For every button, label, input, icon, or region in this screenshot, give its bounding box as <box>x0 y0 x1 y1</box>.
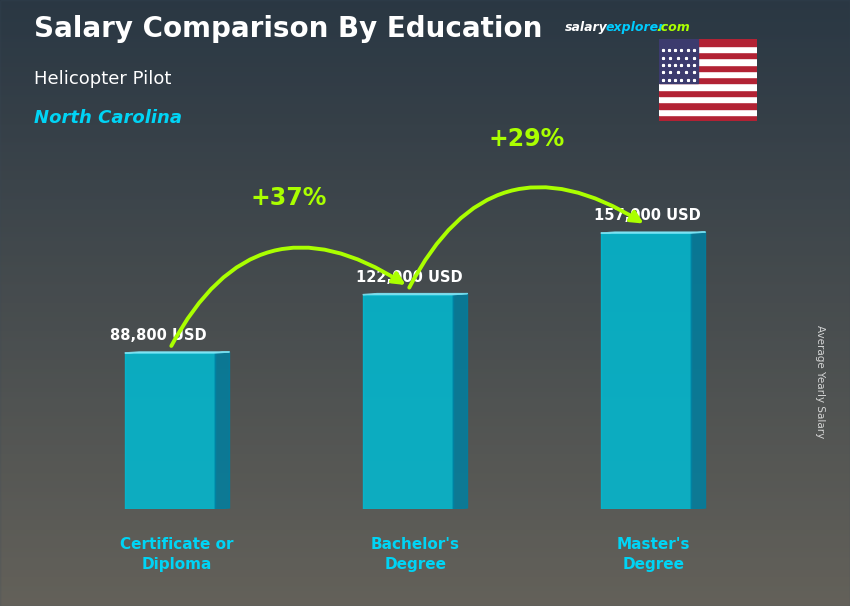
Polygon shape <box>363 293 468 295</box>
Polygon shape <box>691 232 706 509</box>
Text: +37%: +37% <box>251 185 327 210</box>
Text: 88,800 USD: 88,800 USD <box>110 328 207 343</box>
Polygon shape <box>601 233 691 509</box>
Polygon shape <box>125 353 215 509</box>
Bar <box>659 77 756 84</box>
Polygon shape <box>215 352 230 509</box>
Bar <box>659 96 756 102</box>
Polygon shape <box>601 232 705 233</box>
Polygon shape <box>125 352 230 353</box>
Bar <box>659 84 756 90</box>
Bar <box>659 45 756 52</box>
Bar <box>659 108 756 115</box>
Bar <box>659 71 756 77</box>
Bar <box>659 65 756 71</box>
Text: 157,000 USD: 157,000 USD <box>593 208 700 223</box>
Text: Average Yearly Salary: Average Yearly Salary <box>815 325 825 438</box>
Bar <box>659 52 756 58</box>
Text: Helicopter Pilot: Helicopter Pilot <box>34 70 172 88</box>
Polygon shape <box>363 295 453 509</box>
Text: North Carolina: North Carolina <box>34 109 182 127</box>
Text: salary: salary <box>565 21 608 34</box>
Bar <box>659 90 756 96</box>
Text: Certificate or
Diploma: Certificate or Diploma <box>121 537 234 572</box>
Text: 122,000 USD: 122,000 USD <box>355 270 462 285</box>
Bar <box>659 39 698 84</box>
Text: explorer: explorer <box>605 21 665 34</box>
Bar <box>659 39 756 45</box>
Bar <box>659 58 756 65</box>
Text: .com: .com <box>656 21 690 34</box>
Text: Bachelor's
Degree: Bachelor's Degree <box>371 537 460 572</box>
Text: +29%: +29% <box>489 127 565 151</box>
Text: Salary Comparison By Education: Salary Comparison By Education <box>34 15 542 43</box>
Bar <box>659 102 756 108</box>
Bar <box>659 115 756 121</box>
Text: Master's
Degree: Master's Degree <box>616 537 690 572</box>
Polygon shape <box>453 293 468 509</box>
